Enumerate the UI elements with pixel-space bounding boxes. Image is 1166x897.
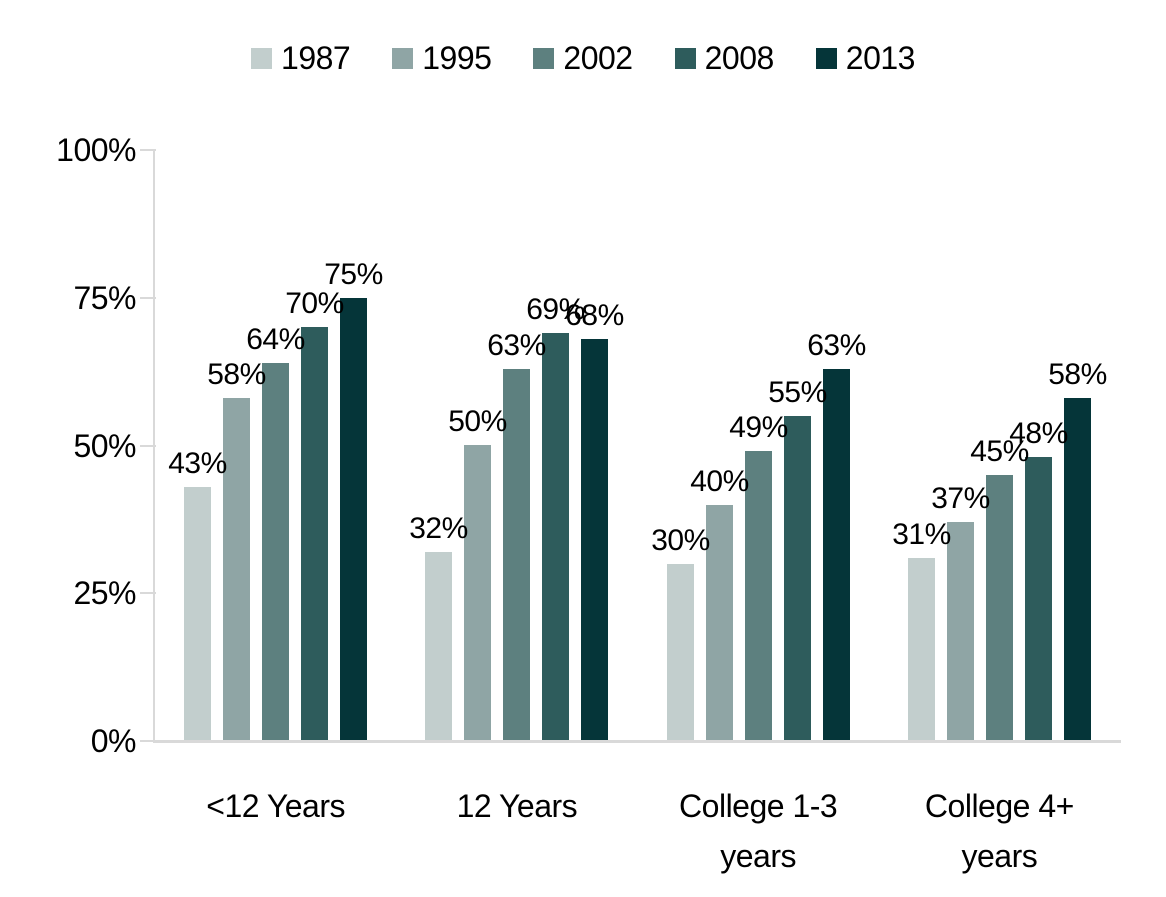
- bar-data-label: 50%: [448, 405, 507, 438]
- bar-data-label: 40%: [690, 465, 749, 498]
- bar-data-label: 37%: [931, 482, 990, 515]
- bar-2008-College 1-3 years: [784, 416, 811, 741]
- legend-label: 2002: [563, 40, 633, 76]
- x-axis-category-label: College 1-3 years: [679, 788, 838, 874]
- y-axis-tick: [140, 740, 156, 742]
- y-axis-tick: [140, 296, 156, 299]
- bar-data-label: 58%: [1048, 358, 1107, 391]
- legend-label: 2013: [845, 40, 916, 76]
- y-axis-tick-label: 0%: [90, 723, 137, 759]
- bar-2002-12 Years: [503, 369, 530, 741]
- legend-swatch-icon: [815, 47, 837, 69]
- bar-data-label: 58%: [207, 358, 266, 391]
- bar-data-label: 30%: [651, 524, 710, 557]
- legend-label: 2008: [704, 40, 775, 76]
- bar-data-label: 48%: [1009, 417, 1068, 450]
- y-axis-tick-label: 75%: [73, 279, 136, 316]
- bar-data-label: 49%: [729, 411, 788, 444]
- legend-item-1995: 1995: [392, 40, 492, 76]
- bar-2002-College 4+ years: [986, 475, 1013, 741]
- bar-1987-<12 Years: [184, 487, 211, 741]
- bar-data-label: 43%: [168, 447, 227, 480]
- x-axis-category-label: College 4+ years: [924, 788, 1074, 874]
- bar-1995-College 1-3 years: [706, 505, 733, 741]
- bar-2013-12 Years: [581, 339, 608, 741]
- bar-2002-College 1-3 years: [745, 451, 772, 741]
- bar-data-label: 69%: [526, 293, 585, 326]
- bar-data-label: 63%: [487, 329, 546, 362]
- bar-2008-<12 Years: [301, 327, 328, 741]
- x-axis-category-label: 12 Years: [456, 788, 578, 824]
- y-axis-tick-label: 50%: [73, 427, 136, 464]
- bar-2013-<12 Years: [340, 298, 367, 741]
- bar-data-label: 64%: [246, 323, 305, 356]
- y-axis-tick-label: 25%: [73, 575, 136, 612]
- bar-data-label: 55%: [768, 376, 827, 409]
- bar-data-label: 32%: [409, 512, 468, 545]
- x-axis-category-label: <12 Years: [206, 788, 345, 824]
- legend-swatch-icon: [674, 47, 696, 69]
- bar-1995-College 4+ years: [947, 522, 974, 741]
- legend-label: 1987: [281, 40, 351, 76]
- bar-data-label: 31%: [892, 518, 951, 551]
- bar-data-label: 70%: [285, 287, 344, 320]
- bar-1987-College 1-3 years: [667, 564, 694, 741]
- bar-1995-12 Years: [464, 445, 491, 741]
- legend-swatch-icon: [392, 47, 414, 69]
- y-axis-tick-label: 100%: [56, 132, 136, 168]
- legend-item-2002: 2002: [533, 40, 633, 76]
- bar-2002-<12 Years: [262, 363, 289, 741]
- bar-1987-12 Years: [425, 552, 452, 741]
- legend-item-1987: 1987: [251, 40, 351, 76]
- y-axis-tick: [140, 444, 156, 447]
- bar-2008-College 4+ years: [1025, 457, 1052, 741]
- bar-1987-College 4+ years: [908, 558, 935, 741]
- x-axis-line: [153, 740, 1121, 743]
- bar-2013-College 1-3 years: [823, 369, 850, 741]
- y-axis-line: [153, 150, 155, 743]
- legend-swatch-icon: [251, 47, 273, 69]
- bar-data-label: 63%: [807, 329, 866, 362]
- bar-data-label: 68%: [565, 299, 624, 332]
- legend-item-2013: 2013: [815, 40, 916, 76]
- legend-item-2008: 2008: [674, 40, 775, 76]
- y-axis-tick: [140, 149, 156, 151]
- bar-2008-12 Years: [542, 333, 569, 741]
- bar-2013-College 4+ years: [1064, 398, 1091, 741]
- bar-data-label: 75%: [324, 258, 383, 291]
- bar-data-label: 45%: [970, 435, 1029, 468]
- legend-label: 1995: [422, 40, 492, 76]
- legend-swatch-icon: [533, 47, 555, 69]
- bar-1995-<12 Years: [223, 398, 250, 741]
- y-axis-tick: [140, 592, 156, 595]
- legend: 1987 1995 2002 2008 2013: [0, 42, 1166, 74]
